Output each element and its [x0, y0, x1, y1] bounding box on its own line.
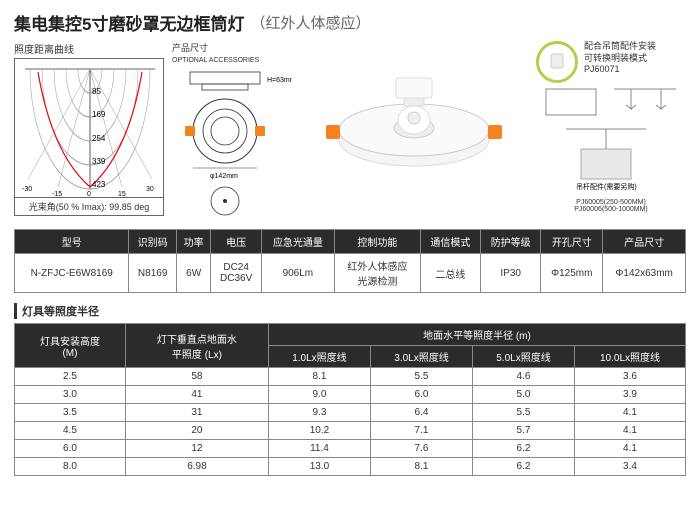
- spec-header: 产品尺寸: [603, 230, 686, 254]
- lux-cell: 8.0: [15, 458, 126, 476]
- lux-cell: 6.2: [472, 440, 574, 458]
- accessory-icon: [536, 41, 578, 83]
- spec-header: 防护等级: [481, 230, 541, 254]
- spec-header: 通信模式: [420, 230, 480, 254]
- page-title: 集电集控5寸磨砂罩无边框筒灯: [14, 10, 244, 35]
- spec-header: 型号: [15, 230, 129, 254]
- lux-cell: 31: [125, 404, 268, 422]
- spec-cell: 红外人体感应 光源检测: [334, 254, 420, 293]
- svg-text:吊杆配件(需要另购): 吊杆配件(需要另购): [576, 182, 637, 191]
- lux-cell: 6.4: [370, 404, 472, 422]
- lux-subheader: 5.0Lx照度线: [472, 346, 574, 368]
- accessory-block: 配合吊筒配件安装 可转换明装模式 PJ60071 吊杆配件(需要另购) PJ60…: [536, 41, 686, 219]
- spec-cell: N-ZFJC-E6W8169: [15, 254, 129, 293]
- mounting-diagram: 吊杆配件(需要另购): [536, 87, 686, 197]
- svg-text:30: 30: [146, 186, 154, 193]
- svg-text:423: 423: [92, 180, 106, 189]
- spec-header: 电压: [211, 230, 261, 254]
- lux-cell: 6.0: [15, 440, 126, 458]
- lux-cell: 5.5: [370, 368, 472, 386]
- lux-cell: 9.0: [268, 386, 370, 404]
- lux-cell: 6.2: [472, 458, 574, 476]
- svg-text:-15: -15: [52, 191, 62, 198]
- lux-cell: 9.3: [268, 404, 370, 422]
- spec-cell: 6W: [176, 254, 211, 293]
- svg-text:0: 0: [87, 191, 91, 198]
- spec-cell: DC24 DC36V: [211, 254, 261, 293]
- svg-text:φ142mm: φ142mm: [210, 173, 238, 180]
- lux-subheader: 3.0Lx照度线: [370, 346, 472, 368]
- lux-h-height: 灯具安装高度 (M): [15, 324, 126, 368]
- lux-cell: 41: [125, 386, 268, 404]
- lux-cell: 3.0: [15, 386, 126, 404]
- svg-text:85: 85: [92, 87, 101, 96]
- lux-cell: 20: [125, 422, 268, 440]
- lux-subheader: 1.0Lx照度线: [268, 346, 370, 368]
- lux-cell: 4.5: [15, 422, 126, 440]
- spec-header: 功率: [176, 230, 211, 254]
- spec-cell: 906Lm: [261, 254, 334, 293]
- spec-cell: IP30: [481, 254, 541, 293]
- svg-text:-30: -30: [22, 186, 32, 193]
- dim-sublabel: OPTIONAL ACCESSORIES: [172, 57, 259, 64]
- lux-cell: 5.5: [472, 404, 574, 422]
- lux-cell: 8.1: [370, 458, 472, 476]
- lux-cell: 2.5: [15, 368, 126, 386]
- lux-subheader: 10.0Lx照度线: [575, 346, 686, 368]
- polar-chart: 85 169 254 339 423 -30 -15 0 15 30: [14, 58, 164, 198]
- lux-cell: 4.1: [575, 422, 686, 440]
- lux-cell: 8.1: [268, 368, 370, 386]
- spec-header: 识别码: [129, 230, 176, 254]
- lux-cell: 6.0: [370, 386, 472, 404]
- spec-cell: Φ125mm: [541, 254, 603, 293]
- acc-text2: 可转换明装模式: [584, 53, 686, 65]
- spec-header: 控制功能: [334, 230, 420, 254]
- svg-text:254: 254: [92, 134, 106, 143]
- product-photo: [300, 41, 528, 219]
- lux-h-direct: 灯下垂直点地面水 平照度 (Lx): [125, 324, 268, 368]
- acc-text1: 配合吊筒配件安装: [584, 41, 686, 53]
- lux-cell: 7.6: [370, 440, 472, 458]
- svg-text:H=63mm: H=63mm: [267, 77, 292, 84]
- acc-codes: PJ60005(250-500MM) PJ60006(500-1000MM): [536, 199, 686, 213]
- lux-cell: 10.2: [268, 422, 370, 440]
- polar-label: 照度距离曲线: [14, 41, 164, 56]
- polar-block: 照度距离曲线: [14, 41, 164, 219]
- acc-code: PJ60071: [584, 64, 686, 76]
- svg-text:339: 339: [92, 157, 106, 166]
- lux-cell: 6.98: [125, 458, 268, 476]
- lux-table: 灯具安装高度 (M) 灯下垂直点地面水 平照度 (Lx) 地面水平等照度半径 (…: [14, 323, 686, 476]
- spec-cell: N8169: [129, 254, 176, 293]
- page-subtitle: （红外人体感应）: [250, 12, 370, 33]
- dimension-drawing: H=63mm φ142mm: [172, 66, 292, 216]
- lux-h-radius: 地面水平等照度半径 (m): [268, 324, 685, 346]
- lux-cell: 12: [125, 440, 268, 458]
- spec-cell: 二总线: [420, 254, 480, 293]
- beam-angle: 光束角(50 % Imax): 99.85 deg: [14, 198, 164, 216]
- lux-cell: 13.0: [268, 458, 370, 476]
- svg-text:169: 169: [92, 110, 106, 119]
- spec-header: 开孔尺寸: [541, 230, 603, 254]
- lux-cell: 5.0: [472, 386, 574, 404]
- lux-cell: 3.5: [15, 404, 126, 422]
- lux-cell: 4.1: [575, 404, 686, 422]
- lux-cell: 3.6: [575, 368, 686, 386]
- svg-text:15: 15: [118, 191, 126, 198]
- lux-cell: 11.4: [268, 440, 370, 458]
- spec-table: 型号识别码功率电压应急光通量控制功能通信模式防护等级开孔尺寸产品尺寸 N-ZFJ…: [14, 229, 686, 293]
- dim-label: 产品尺寸: [172, 43, 208, 53]
- lux-cell: 4.1: [575, 440, 686, 458]
- lux-cell: 58: [125, 368, 268, 386]
- dimensions-block: 产品尺寸 OPTIONAL ACCESSORIES H=63mm φ142mm: [172, 41, 292, 219]
- lux-cell: 5.7: [472, 422, 574, 440]
- lux-title: 灯具等照度半径: [14, 303, 686, 319]
- spec-header: 应急光通量: [261, 230, 334, 254]
- lux-cell: 4.6: [472, 368, 574, 386]
- lux-cell: 3.9: [575, 386, 686, 404]
- lux-cell: 7.1: [370, 422, 472, 440]
- spec-cell: Φ142x63mm: [603, 254, 686, 293]
- lux-cell: 3.4: [575, 458, 686, 476]
